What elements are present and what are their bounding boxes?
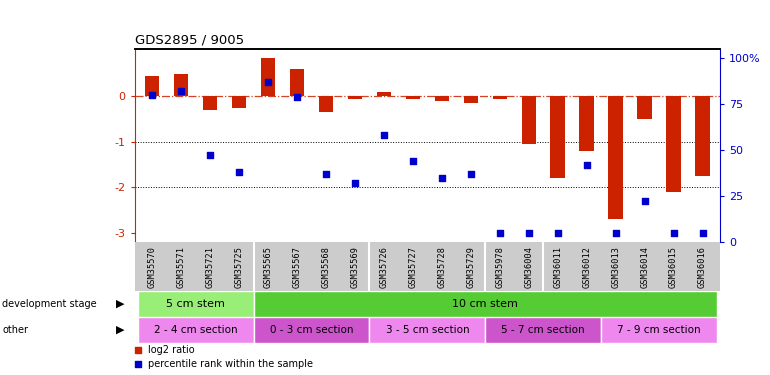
Bar: [261, 58, 275, 96]
Text: GSM35728: GSM35728: [437, 246, 447, 288]
Text: GSM35721: GSM35721: [206, 246, 215, 288]
Point: [204, 152, 216, 158]
Bar: [253, 317, 370, 343]
Text: GSM35569: GSM35569: [350, 246, 360, 288]
Text: GSM35729: GSM35729: [467, 246, 475, 288]
Point: [378, 132, 390, 138]
Bar: [608, 96, 623, 219]
Point: [696, 230, 708, 236]
Text: GSM36015: GSM36015: [669, 246, 678, 288]
Bar: [348, 96, 362, 99]
Bar: [406, 96, 420, 99]
Text: GDS2895 / 9005: GDS2895 / 9005: [135, 34, 244, 47]
Bar: [485, 317, 601, 343]
Bar: [551, 96, 565, 178]
Text: 5 cm stem: 5 cm stem: [166, 299, 225, 309]
Bar: [695, 96, 710, 176]
Bar: [203, 96, 217, 110]
Bar: [666, 96, 681, 192]
Text: GSM36012: GSM36012: [582, 246, 591, 288]
Text: ▶: ▶: [116, 299, 124, 309]
Point: [464, 171, 477, 177]
Point: [523, 230, 535, 236]
Bar: [580, 96, 594, 151]
Text: GSM35570: GSM35570: [148, 246, 156, 288]
Bar: [377, 92, 391, 96]
Text: percentile rank within the sample: percentile rank within the sample: [148, 359, 313, 369]
Text: 2 - 4 cm section: 2 - 4 cm section: [154, 325, 237, 335]
Text: other: other: [2, 325, 28, 335]
Bar: [434, 96, 449, 101]
Bar: [493, 96, 507, 99]
Text: GSM35726: GSM35726: [380, 246, 388, 288]
Point: [291, 94, 303, 100]
Text: development stage: development stage: [2, 299, 97, 309]
Point: [436, 174, 448, 180]
Text: GSM36004: GSM36004: [524, 246, 534, 288]
Point: [610, 230, 622, 236]
Bar: [290, 69, 304, 96]
Text: 10 cm stem: 10 cm stem: [452, 299, 518, 309]
Point: [668, 230, 680, 236]
Point: [581, 162, 593, 168]
Point: [448, 162, 460, 168]
Point: [262, 79, 274, 85]
Text: GSM36016: GSM36016: [698, 246, 707, 288]
Point: [233, 169, 245, 175]
Text: GSM35571: GSM35571: [176, 246, 186, 288]
Bar: [319, 96, 333, 112]
Bar: [464, 96, 478, 103]
Text: GSM36013: GSM36013: [611, 246, 620, 288]
Text: 3 - 5 cm section: 3 - 5 cm section: [386, 325, 469, 335]
Point: [175, 88, 187, 94]
Bar: [370, 317, 485, 343]
Text: GSM35567: GSM35567: [293, 246, 302, 288]
Point: [407, 158, 419, 164]
Bar: [138, 317, 253, 343]
Point: [448, 290, 460, 296]
Bar: [145, 76, 159, 96]
Point: [551, 230, 564, 236]
Point: [320, 171, 332, 177]
Text: 5 - 7 cm section: 5 - 7 cm section: [501, 325, 585, 335]
Bar: [601, 317, 717, 343]
Text: 0 - 3 cm section: 0 - 3 cm section: [270, 325, 353, 335]
Point: [494, 230, 506, 236]
Bar: [174, 74, 189, 96]
Text: GSM35978: GSM35978: [495, 246, 504, 288]
Text: GSM36014: GSM36014: [640, 246, 649, 288]
Bar: [138, 291, 253, 317]
Text: GSM35568: GSM35568: [321, 246, 330, 288]
Text: GSM36011: GSM36011: [553, 246, 562, 288]
Bar: [521, 96, 536, 144]
Text: 7 - 9 cm section: 7 - 9 cm section: [618, 325, 701, 335]
Text: GSM35725: GSM35725: [235, 246, 243, 288]
Point: [146, 92, 159, 98]
Text: GSM35565: GSM35565: [263, 246, 273, 288]
Bar: [253, 291, 717, 317]
Point: [638, 198, 651, 204]
Bar: [232, 96, 246, 108]
Point: [349, 180, 361, 186]
Text: ▶: ▶: [116, 325, 124, 335]
Bar: [638, 96, 652, 119]
Text: log2 ratio: log2 ratio: [148, 345, 194, 355]
Text: GSM35727: GSM35727: [408, 246, 417, 288]
